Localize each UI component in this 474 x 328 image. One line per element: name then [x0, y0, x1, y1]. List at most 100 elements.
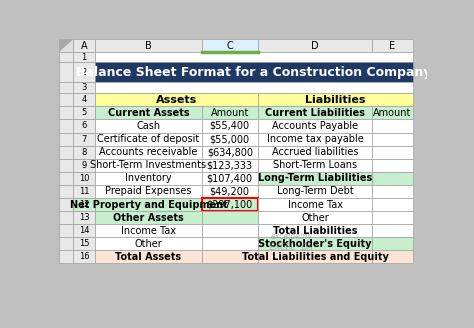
- Bar: [258, 119, 373, 133]
- Text: 9: 9: [82, 161, 87, 170]
- Bar: [95, 52, 413, 62]
- Text: 1: 1: [82, 52, 87, 62]
- Bar: [373, 119, 413, 133]
- Bar: [59, 39, 73, 52]
- Text: Income Tax: Income Tax: [121, 226, 176, 236]
- Bar: [73, 159, 95, 172]
- Text: Total Liabilities: Total Liabilities: [273, 226, 357, 236]
- Bar: [59, 119, 73, 133]
- Bar: [202, 146, 258, 159]
- Text: Other Assets: Other Assets: [113, 213, 184, 223]
- Bar: [202, 119, 258, 133]
- Text: B: B: [145, 41, 152, 51]
- Text: Stockholder's Equity: Stockholder's Equity: [258, 239, 372, 249]
- Text: Net Property and Equipment: Net Property and Equipment: [70, 199, 227, 210]
- Bar: [95, 93, 258, 106]
- Bar: [202, 172, 258, 185]
- Bar: [73, 106, 95, 119]
- Bar: [258, 146, 373, 159]
- Bar: [95, 62, 413, 82]
- Bar: [373, 211, 413, 224]
- Text: 16: 16: [79, 252, 90, 261]
- Text: Inventory: Inventory: [125, 173, 172, 183]
- Bar: [95, 146, 202, 159]
- Bar: [258, 106, 373, 119]
- Text: Amount: Amount: [210, 108, 249, 118]
- Bar: [59, 159, 73, 172]
- Bar: [373, 185, 413, 198]
- Text: Assets: Assets: [155, 95, 197, 105]
- Bar: [258, 133, 373, 146]
- Bar: [373, 198, 413, 211]
- Bar: [95, 211, 202, 224]
- Bar: [95, 106, 202, 119]
- Text: Accounts Payable: Accounts Payable: [272, 121, 358, 131]
- Bar: [59, 211, 73, 224]
- Text: A: A: [81, 41, 87, 51]
- Text: $55,400: $55,400: [210, 121, 250, 131]
- Text: Accounts receivable: Accounts receivable: [99, 147, 198, 157]
- Text: Cash: Cash: [137, 121, 160, 131]
- Bar: [202, 224, 258, 237]
- Bar: [373, 250, 413, 263]
- Bar: [59, 93, 73, 106]
- Bar: [59, 172, 73, 185]
- Bar: [95, 133, 202, 146]
- Bar: [73, 82, 95, 93]
- Bar: [202, 211, 258, 224]
- Bar: [95, 250, 202, 263]
- Text: C: C: [227, 41, 233, 51]
- Text: 7: 7: [82, 134, 87, 144]
- Bar: [373, 146, 413, 159]
- Text: E: E: [390, 41, 396, 51]
- Bar: [59, 62, 73, 82]
- Bar: [258, 198, 373, 211]
- Bar: [59, 250, 73, 263]
- Text: Total Liabilities and Equity: Total Liabilities and Equity: [242, 252, 388, 262]
- Bar: [258, 159, 373, 172]
- Bar: [95, 172, 202, 185]
- Bar: [95, 159, 202, 172]
- Bar: [373, 106, 413, 119]
- Text: Current Assets: Current Assets: [108, 108, 189, 118]
- Text: Other: Other: [135, 239, 162, 249]
- Text: 11: 11: [79, 187, 89, 196]
- Bar: [202, 250, 258, 263]
- Bar: [73, 93, 95, 106]
- Bar: [95, 185, 202, 198]
- Text: Amount: Amount: [374, 108, 412, 118]
- Bar: [95, 39, 202, 52]
- Bar: [202, 237, 258, 250]
- Text: Certificate of deposit: Certificate of deposit: [97, 134, 200, 144]
- Bar: [59, 82, 73, 93]
- Text: Long-Term Liabilities: Long-Term Liabilities: [258, 173, 372, 183]
- Bar: [59, 133, 73, 146]
- Polygon shape: [59, 39, 73, 52]
- Bar: [73, 237, 95, 250]
- Text: Current Liabilities: Current Liabilities: [265, 108, 365, 118]
- Text: Accrued liabilities: Accrued liabilities: [272, 147, 358, 157]
- Bar: [258, 185, 373, 198]
- Text: Liabilities: Liabilities: [305, 95, 365, 105]
- Bar: [258, 172, 373, 185]
- Bar: [73, 133, 95, 146]
- Bar: [258, 93, 413, 106]
- Bar: [59, 237, 73, 250]
- Bar: [202, 198, 258, 211]
- Bar: [73, 39, 95, 52]
- Bar: [95, 82, 413, 93]
- Text: 13: 13: [79, 213, 90, 222]
- Text: 4: 4: [82, 95, 87, 104]
- Text: Balance Sheet Format for a Construction Company: Balance Sheet Format for a Construction …: [76, 66, 431, 79]
- Text: Short-Term Investments: Short-Term Investments: [91, 160, 207, 170]
- Bar: [373, 224, 413, 237]
- Bar: [95, 119, 202, 133]
- Text: Total Assets: Total Assets: [115, 252, 182, 262]
- Bar: [73, 146, 95, 159]
- Text: exceldemy
EXCEL · DA: exceldemy EXCEL · DA: [270, 232, 313, 252]
- Bar: [202, 133, 258, 146]
- Text: Other: Other: [301, 213, 329, 223]
- Text: 2: 2: [82, 68, 87, 77]
- Bar: [59, 198, 73, 211]
- Bar: [73, 250, 95, 263]
